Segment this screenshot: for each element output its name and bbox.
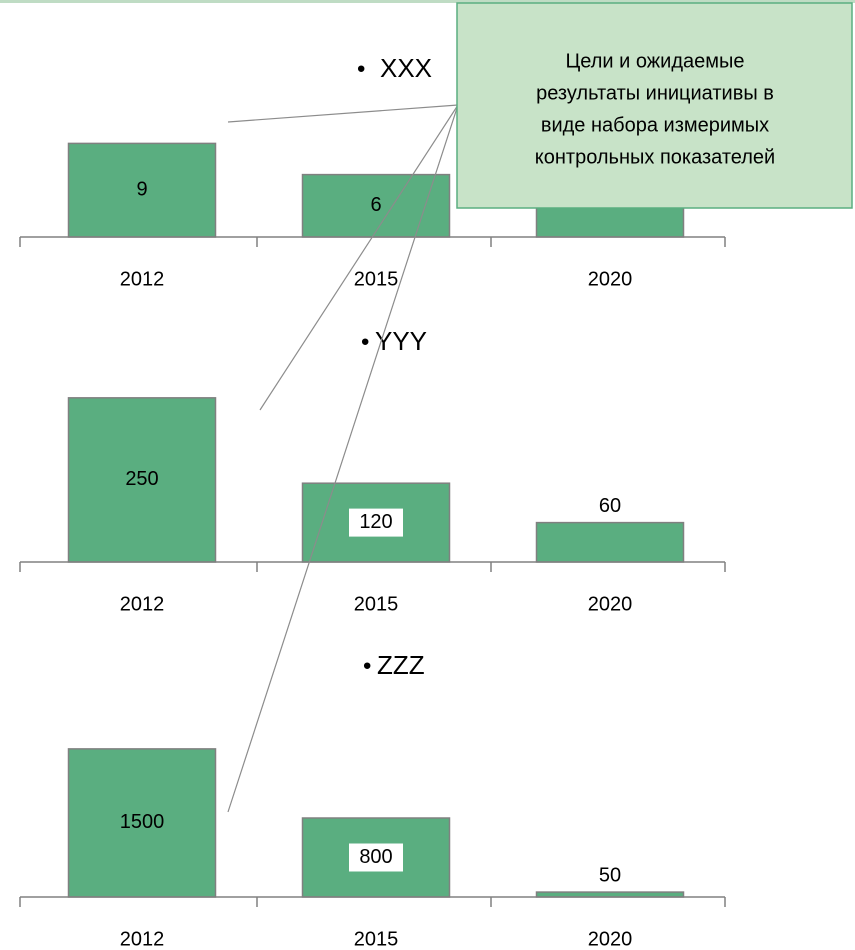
value-label: 120 — [359, 511, 392, 533]
x-tick-label: 2020 — [588, 268, 633, 290]
value-label: 60 — [599, 495, 621, 517]
x-tick-label: 2015 — [354, 928, 399, 950]
value-label: 6 — [370, 194, 381, 216]
bar — [67, 748, 217, 898]
bullet: • — [363, 652, 371, 679]
x-tick-label: 2015 — [354, 268, 399, 290]
label-box — [349, 508, 403, 537]
label-box — [349, 843, 403, 872]
top-border — [0, 0, 855, 3]
callout-text: контрольных показателей — [535, 146, 775, 168]
x-tick-label: 2012 — [120, 268, 165, 290]
x-tick-label: 2012 — [120, 593, 165, 615]
x-tick-label: 2020 — [588, 593, 633, 615]
value-label: 9 — [136, 178, 147, 200]
value-label: 50 — [599, 864, 621, 886]
callout-pointer — [227, 104, 459, 123]
callout-pointer — [227, 104, 459, 813]
x-tick-label: 2015 — [354, 593, 399, 615]
chart-title: YYY — [375, 326, 427, 356]
chart-title: ZZZ — [377, 650, 425, 680]
callout-text: Цели и ожидаемые — [566, 50, 745, 72]
callout-text: результаты инициативы в — [536, 82, 774, 104]
callout-pointer — [259, 104, 459, 411]
callout-text: виде набора измеримых — [541, 114, 769, 136]
chart-title: XXX — [380, 53, 432, 83]
x-tick-label: 2020 — [588, 928, 633, 950]
value-label: 250 — [125, 468, 158, 490]
bullet: • — [361, 328, 369, 355]
value-label: 800 — [359, 846, 392, 868]
bar — [535, 521, 685, 563]
x-tick-label: 2012 — [120, 928, 165, 950]
callout-box — [456, 2, 853, 209]
bullet: • — [357, 55, 365, 82]
value-label: 1500 — [120, 811, 165, 833]
